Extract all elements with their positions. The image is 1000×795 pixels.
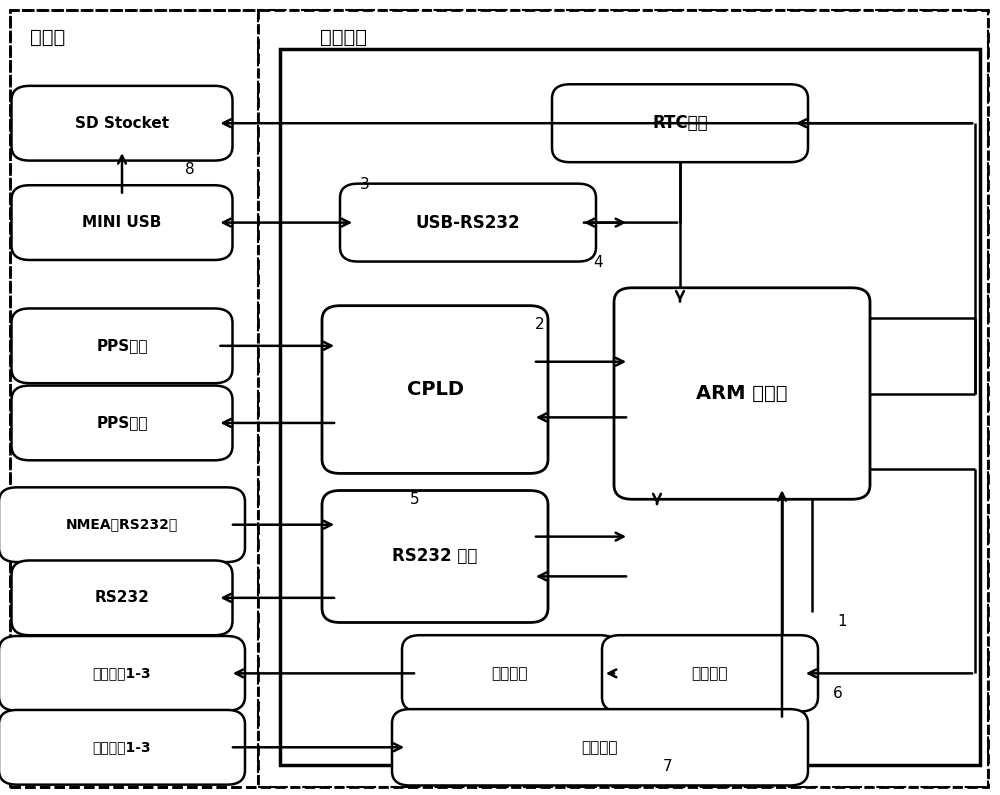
Text: ARM 处理器: ARM 处理器 <box>696 384 788 403</box>
FancyBboxPatch shape <box>12 560 232 635</box>
FancyBboxPatch shape <box>0 487 245 562</box>
FancyBboxPatch shape <box>0 710 245 785</box>
Text: 7: 7 <box>663 759 673 774</box>
Text: 3: 3 <box>360 177 370 192</box>
FancyBboxPatch shape <box>392 709 808 785</box>
FancyBboxPatch shape <box>340 184 596 262</box>
FancyBboxPatch shape <box>552 84 808 162</box>
FancyBboxPatch shape <box>322 491 548 622</box>
Text: PPS输出: PPS输出 <box>96 416 148 430</box>
Text: MINI USB: MINI USB <box>82 215 162 230</box>
FancyBboxPatch shape <box>322 306 548 474</box>
Text: 硬件电路: 硬件电路 <box>320 28 367 47</box>
FancyBboxPatch shape <box>12 386 232 460</box>
Text: CPLD: CPLD <box>406 380 464 399</box>
Text: 6: 6 <box>833 686 843 700</box>
FancyBboxPatch shape <box>12 86 232 161</box>
Text: PPS输入: PPS输入 <box>96 339 148 353</box>
FancyBboxPatch shape <box>0 636 245 711</box>
Text: RS232 电路: RS232 电路 <box>392 548 478 565</box>
Text: 反馈接口1-3: 反馈接口1-3 <box>93 740 151 754</box>
Bar <box>10 10 258 787</box>
Text: 5: 5 <box>410 492 420 506</box>
Text: 1: 1 <box>837 615 847 629</box>
Text: 接口：: 接口： <box>30 28 65 47</box>
FancyBboxPatch shape <box>12 308 232 383</box>
FancyBboxPatch shape <box>402 635 618 712</box>
Bar <box>280 49 980 765</box>
Text: RTC电路: RTC电路 <box>652 114 708 132</box>
Text: 2: 2 <box>535 317 545 332</box>
Text: 调制放大: 调制放大 <box>582 740 618 754</box>
Text: 触发电路: 触发电路 <box>492 666 528 681</box>
Text: NMEA（RS232）: NMEA（RS232） <box>66 518 178 532</box>
Text: 相机接口1-3: 相机接口1-3 <box>93 666 151 681</box>
Bar <box>258 10 988 787</box>
FancyBboxPatch shape <box>602 635 818 712</box>
FancyBboxPatch shape <box>12 185 232 260</box>
Text: 8: 8 <box>185 162 195 176</box>
Text: SD Stocket: SD Stocket <box>75 116 169 130</box>
Text: 4: 4 <box>593 255 603 270</box>
FancyBboxPatch shape <box>614 288 870 499</box>
Text: USB-RS232: USB-RS232 <box>416 214 520 231</box>
Text: 隔离放大: 隔离放大 <box>692 666 728 681</box>
Text: RS232: RS232 <box>95 591 149 605</box>
